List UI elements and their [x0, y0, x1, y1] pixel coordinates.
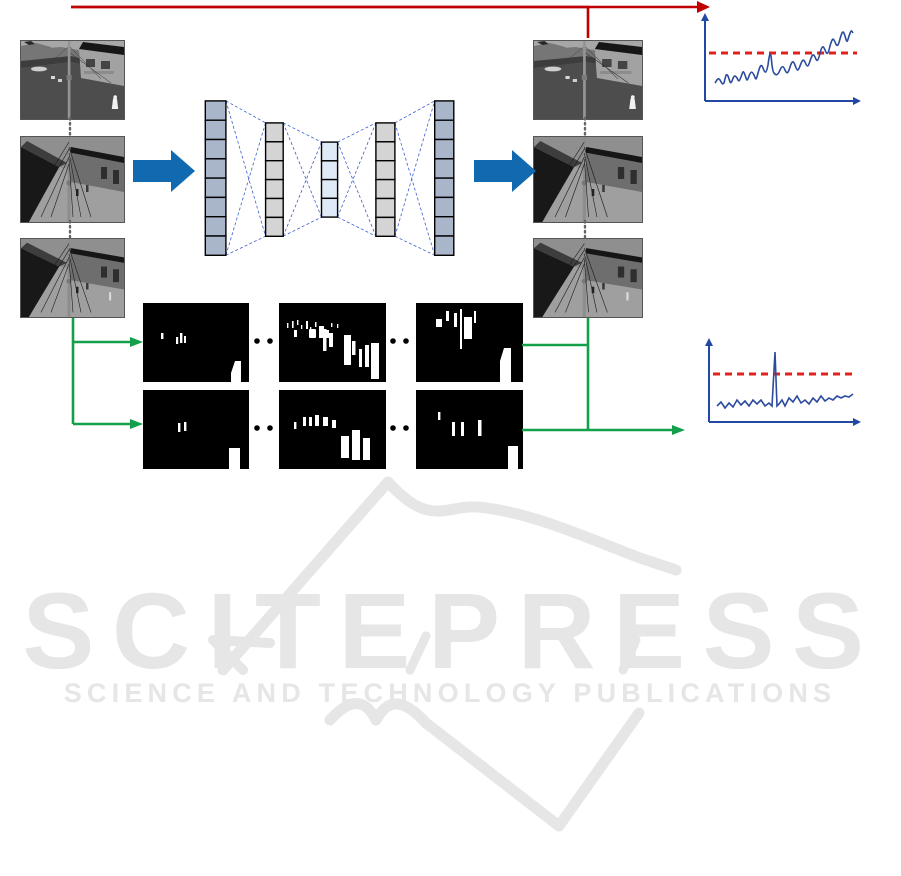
svg-text:SCITEPRESS: SCITEPRESS	[22, 570, 881, 691]
svg-text:SCIENCE AND TECHNOLOGY PUBLICA: SCIENCE AND TECHNOLOGY PUBLICATIONS	[64, 678, 837, 708]
